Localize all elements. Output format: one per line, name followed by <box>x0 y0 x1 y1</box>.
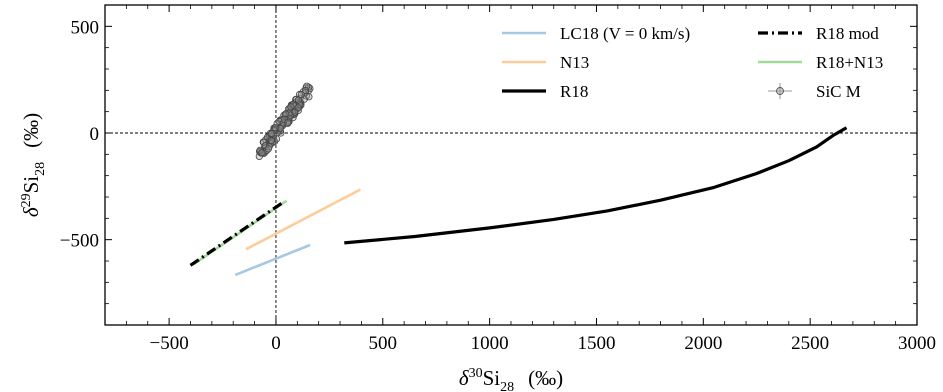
sic-m-point <box>305 93 313 101</box>
tick-labels: −500 0 500 1000 1500 2000 2500 3000 −500 0 500 <box>60 17 936 354</box>
legend-item: LC18 (V = 0 km/s) <box>502 24 690 43</box>
series-line-r18 <box>344 126 848 245</box>
plot-frame <box>104 4 918 326</box>
sic-m-point <box>282 110 290 118</box>
legend-item: R18+N13 <box>758 53 883 72</box>
x-tick-label: 0 <box>271 333 281 354</box>
series-line-n13 <box>245 188 362 251</box>
legend-label: R18 mod <box>816 24 879 43</box>
sic-m-point <box>287 103 295 111</box>
y-label-base: Si <box>19 176 43 194</box>
legend-item: R18 mod <box>758 24 879 43</box>
sic-m-point <box>260 138 268 146</box>
legend-item: N13 <box>502 53 589 72</box>
series-line-lc18-v-0-km-s <box>234 243 311 277</box>
sic-m-point <box>303 82 311 90</box>
legend-label: LC18 (V = 0 km/s) <box>560 24 690 43</box>
x-tick-label: −500 <box>149 333 188 354</box>
legend-label: N13 <box>560 53 589 72</box>
ticks <box>104 4 918 326</box>
sic-m-markers <box>255 82 314 160</box>
series-layer <box>189 126 848 277</box>
x-label-unit: (‰) <box>528 366 563 390</box>
sic-m-point <box>268 129 276 138</box>
legend-item: R18 <box>502 82 588 101</box>
y-label-sub: 28 <box>33 162 48 176</box>
sic-m-point <box>294 104 302 112</box>
x-tick-label: 500 <box>369 333 398 354</box>
x-tick-label: 2000 <box>684 333 722 354</box>
sic-m-point <box>294 96 303 104</box>
y-tick-label: 0 <box>90 124 100 145</box>
x-tick-label: 1000 <box>471 333 509 354</box>
legend-marker <box>776 87 784 95</box>
reference-lines <box>105 5 917 325</box>
sic-m-point <box>264 145 272 153</box>
legend-label: R18+N13 <box>816 53 883 72</box>
x-axis-label: δ30Si28 (‰) <box>459 366 563 392</box>
legend-label: R18 <box>560 82 588 101</box>
y-label-symbol: δ <box>19 206 43 217</box>
x-label-sup: 30 <box>469 366 483 381</box>
y-label-sup: 29 <box>19 193 34 207</box>
x-tick-label: 2500 <box>791 333 829 354</box>
sic-m-point <box>297 91 305 99</box>
x-label-base: Si <box>483 366 501 390</box>
sic-m-point <box>267 136 275 145</box>
legend: LC18 (V = 0 km/s) N13 R18 R18 mod R18+N13 SiC… <box>502 24 883 101</box>
y-tick-label: 500 <box>71 17 100 38</box>
legend-label: SiC M <box>816 82 861 101</box>
x-label-sub: 28 <box>500 380 514 392</box>
sic-m-point <box>258 149 266 157</box>
series-line-r18-mod <box>189 199 286 267</box>
sic-m-point <box>284 118 292 127</box>
x-tick-label: 3000 <box>898 333 936 354</box>
sic-m-point <box>271 124 279 132</box>
y-tick-label: −500 <box>60 231 99 252</box>
y-label-unit: (‰) <box>19 113 43 148</box>
x-tick-label: 1500 <box>577 333 615 354</box>
y-axis-label: δ29Si28 (‰) <box>19 113 48 217</box>
x-label-symbol: δ <box>459 366 470 390</box>
legend-item: SiC M <box>768 82 861 101</box>
